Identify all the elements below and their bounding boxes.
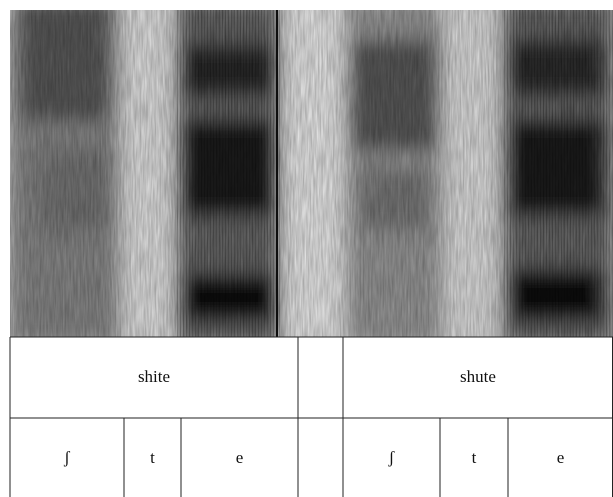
phone-label: ʃ xyxy=(63,448,70,467)
word-label: shute xyxy=(460,367,496,386)
page: shiteshuteʃteʃte (() => { const data = J… xyxy=(0,0,613,497)
phone-label: t xyxy=(150,448,155,467)
text-grid xyxy=(10,337,613,497)
figure: shite shute ʃ t e ʃ t e xyxy=(0,0,613,497)
phone-label: t xyxy=(472,448,477,467)
phone-label: e xyxy=(236,448,244,467)
spectrogram xyxy=(10,0,613,345)
phone-label: e xyxy=(557,448,565,467)
phone-label: ʃ xyxy=(388,448,395,467)
word-label: shite xyxy=(138,367,170,386)
